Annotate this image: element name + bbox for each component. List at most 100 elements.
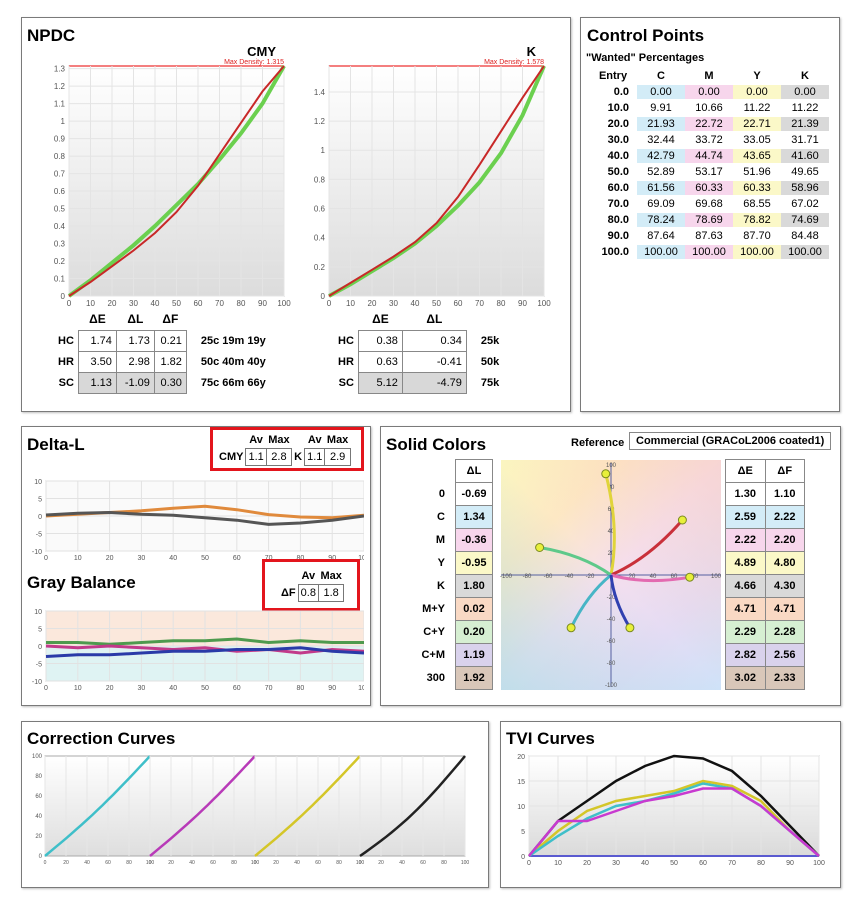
table-row: 0.20 — [455, 620, 493, 644]
cmy-max-value: 2.8 — [265, 448, 293, 466]
table-row: HR 3.50 2.98 1.82 50c 40m 40y — [54, 351, 270, 373]
value-cell: 22.71 — [733, 117, 781, 131]
tick-label: 10 — [74, 685, 82, 692]
tick-label: 20 — [35, 834, 42, 840]
correction-curve — [149, 755, 256, 857]
value-cell: 10.66 — [695, 102, 723, 114]
delta-l-summary-box: Av Max Av Max CMY 1.1 2.8 K 1.1 2.9 — [210, 427, 364, 471]
tick-label: 30 — [129, 299, 138, 308]
max-header: Max — [320, 570, 342, 582]
tick-label: 0 — [254, 860, 257, 866]
reference-value: Commercial (GRACoL2006 coated1) — [629, 432, 832, 450]
tick-label: 1.2 — [54, 82, 66, 91]
value-cell: 69.09 — [647, 198, 675, 210]
npdc-panel: NPDC CMY Max Density: 1.315 0 0.1 0.2 0.3 0.4 0… — [21, 17, 571, 412]
red-curve — [328, 65, 545, 297]
table-row: 50.0 52.89 53.17 51.96 49.65 — [589, 165, 829, 179]
tick-label: 40 — [84, 860, 90, 866]
tick-label: 80 — [336, 860, 342, 866]
tick-label: 40 — [399, 860, 405, 866]
entry-cell: 0.0 — [613, 86, 629, 98]
value-cell: 78.82 — [733, 213, 781, 227]
tick-label: 0.4 — [54, 222, 66, 231]
plot-background — [254, 755, 361, 857]
tick-label: 40 — [169, 555, 177, 562]
row-label: SC — [58, 377, 74, 389]
table-row: SC 1.13 -1.09 0.30 75c 66m 66y — [54, 372, 270, 394]
value-cell: 11.22 — [743, 102, 771, 114]
tick-label: 0.6 — [54, 187, 66, 196]
tick-label: 90 — [328, 685, 336, 692]
table-row: HC 0.38 0.34 25k — [334, 330, 503, 352]
delta-f-cell: 2.20 — [764, 528, 805, 552]
tick-label: -100 — [500, 574, 513, 580]
table-cell: 5.12 — [357, 372, 403, 394]
tick-label: 0.4 — [314, 234, 326, 243]
solid-colors-dl-table: ΔL -0.69 1.34 -0.36 -0.95 1.80 0.02 0.20 1.19 1.9… — [455, 459, 493, 690]
entry-cell: 50.0 — [607, 166, 629, 178]
tick-label: 1.3 — [54, 65, 66, 74]
tick-label: 0 — [359, 860, 362, 866]
table-cell: 0.38 — [357, 330, 403, 352]
ink-trajectory — [610, 519, 684, 577]
green-curve — [67, 65, 286, 298]
solid-colors-title: Solid Colors — [386, 435, 487, 454]
npdc-title: NPDC — [27, 26, 76, 45]
tick-label: 1 — [321, 146, 326, 155]
table-row: 2.59 2.22 — [725, 505, 805, 529]
value-cell: 68.55 — [743, 198, 771, 210]
max-density-label: Max Density: 1.578 — [484, 59, 544, 66]
tick-label: 70 — [215, 299, 224, 308]
value-cell: 0.00 — [637, 85, 685, 99]
tick-label: 50 — [670, 860, 678, 867]
plot-background — [359, 755, 466, 857]
tick-label: 80 — [237, 299, 246, 308]
table-row: 4.71 4.71 — [725, 597, 805, 621]
entry-cell: 70.0 — [607, 198, 629, 210]
tick-label: 20 — [108, 299, 117, 308]
endpoint-marker — [566, 623, 576, 633]
solid-color-label: 0 — [438, 488, 445, 500]
tick-label: 70 — [265, 555, 273, 562]
value-cell: 32.44 — [647, 134, 675, 146]
tick-label: 50 — [172, 299, 181, 308]
delta-l-cell: 1.19 — [455, 643, 493, 667]
delta-l-title: Delta-L — [27, 435, 85, 454]
tick-label: 0.6 — [314, 205, 326, 214]
table-cell: 1.13 — [77, 372, 117, 394]
table-row: -0.36 — [455, 528, 493, 552]
table-cell: 0.30 — [153, 372, 187, 394]
chart-label: CMY — [247, 44, 276, 59]
series-line — [45, 644, 364, 655]
table-cell: 2.98 — [115, 351, 155, 373]
delta-e-cell: 4.66 — [725, 574, 766, 598]
tick-label: 0 — [44, 555, 48, 562]
tick-label: 20 — [583, 860, 591, 867]
value-cell: 44.74 — [685, 149, 733, 163]
delta-l-header: ΔL — [455, 459, 493, 483]
tvi-series — [528, 779, 820, 857]
tick-label: -5 — [36, 662, 42, 669]
entry-cell: 10.0 — [607, 102, 629, 114]
tick-label: 1.2 — [314, 117, 326, 126]
table-cell: 0.63 — [357, 351, 403, 373]
reference-label: Reference — [571, 437, 625, 449]
tick-label: 0.9 — [54, 135, 66, 144]
tick-label: 80 — [126, 860, 132, 866]
tick-label: 20 — [368, 299, 377, 308]
tick-label: 60 — [35, 794, 42, 800]
tick-label: 0 — [44, 860, 47, 866]
value-cell: 51.96 — [743, 166, 771, 178]
solid-color-label: M+Y — [422, 603, 445, 615]
gray-max-value: 1.8 — [317, 584, 345, 602]
value-cell: 52.89 — [647, 166, 675, 178]
solid-colors-panel: Solid Colors Reference Commercial (GRACo… — [380, 426, 841, 706]
table-row: 1.34 — [455, 505, 493, 529]
table-cell: -0.41 — [401, 351, 467, 373]
tick-label: 20 — [608, 551, 615, 557]
tick-label: 0 — [44, 685, 48, 692]
chart-label: K — [527, 44, 537, 59]
m-header: M — [704, 70, 714, 82]
